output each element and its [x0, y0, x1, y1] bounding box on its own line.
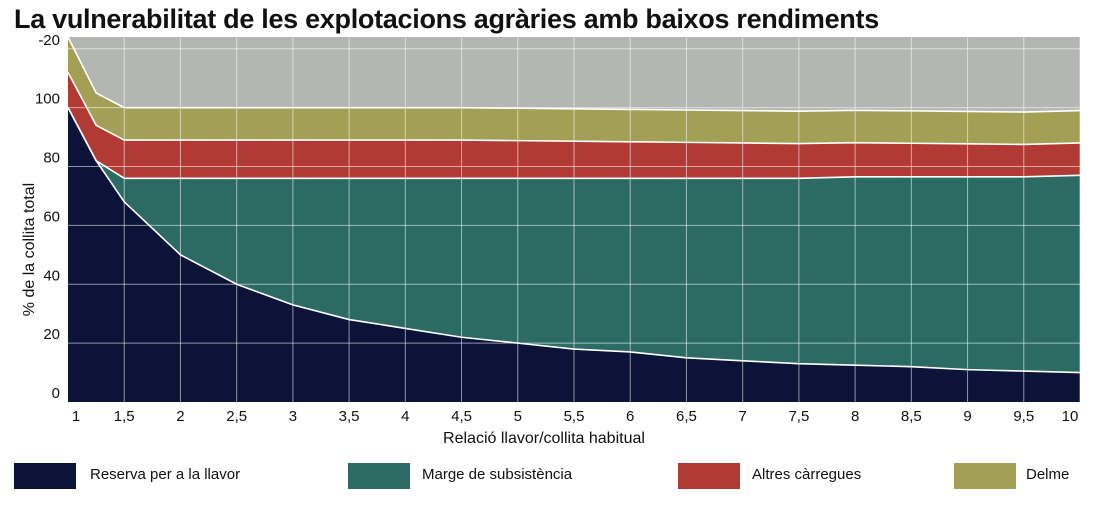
gridlines — [68, 37, 1081, 402]
series-boundary-4 — [67, 36, 1081, 113]
y-tick-label: 100 — [35, 91, 60, 108]
x-tick-labels: 1 1,5 2 2,5 3 3,5 4 4,5 5 5,5 6 6,5 7 7,5 8 8,5 9 9,5 10 — [72, 408, 1079, 425]
y-tick-label: 0 — [52, 385, 60, 402]
x-tick-label: 1,5 — [114, 408, 135, 425]
series-boundaries — [67, 36, 1081, 374]
legend-label-marge: Marge de subsistència — [422, 466, 573, 483]
x-tick-label: 5,5 — [564, 408, 585, 425]
x-axis-label: Relació llavor/collita habitual — [443, 430, 645, 447]
y-tick-label: 80 — [43, 150, 60, 167]
x-tick-label: 3,5 — [339, 408, 360, 425]
area-series-3 — [68, 72, 1080, 179]
x-tick-label: 6,5 — [676, 408, 697, 425]
y-tick-label: 20 — [43, 326, 60, 343]
x-tick-label: 4 — [401, 408, 409, 425]
legend-swatch-marge — [348, 463, 410, 489]
legend-swatch-delme — [954, 463, 1016, 489]
legend-label-reserva: Reserva per a la llavor — [90, 466, 241, 483]
legend-label-delme: Delme — [1026, 466, 1070, 483]
chart-title: La vulnerabilitat de les explotacions ag… — [14, 4, 879, 34]
y-tick-label: -20 — [38, 32, 60, 49]
x-tick-label: 6 — [626, 408, 634, 425]
x-tick-label: 2 — [176, 408, 184, 425]
x-tick-label: 10 — [1062, 408, 1079, 425]
x-tick-label: 8,5 — [901, 408, 922, 425]
legend-swatch-reserva — [14, 463, 76, 489]
x-tick-label: 7,5 — [788, 408, 809, 425]
legend-label-altres: Altres càrregues — [752, 466, 862, 483]
area-series-1 — [68, 107, 1080, 402]
legend-swatch-altres — [678, 463, 740, 489]
x-tick-label: 9,5 — [1013, 408, 1034, 425]
x-tick-label: 8 — [851, 408, 859, 425]
x-tick-label: 5 — [514, 408, 522, 425]
y-axis-label: % de la collita total — [21, 183, 38, 316]
x-tick-label: 3 — [289, 408, 297, 425]
series-boundary-3 — [67, 71, 1081, 146]
x-tick-label: 9 — [963, 408, 971, 425]
x-tick-label: 1 — [72, 408, 80, 425]
y-tick-labels: 0 20 40 60 80 100 -20 — [35, 32, 60, 402]
x-tick-label: 2,5 — [226, 408, 247, 425]
area-series-4 — [68, 37, 1080, 145]
y-tick-label: 40 — [43, 267, 60, 284]
x-tick-label: 4,5 — [451, 408, 472, 425]
series-boundary-1 — [67, 107, 1081, 374]
y-tick-label: 60 — [43, 208, 60, 225]
series-boundary-2 — [67, 107, 1081, 180]
x-tick-label: 7 — [738, 408, 746, 425]
